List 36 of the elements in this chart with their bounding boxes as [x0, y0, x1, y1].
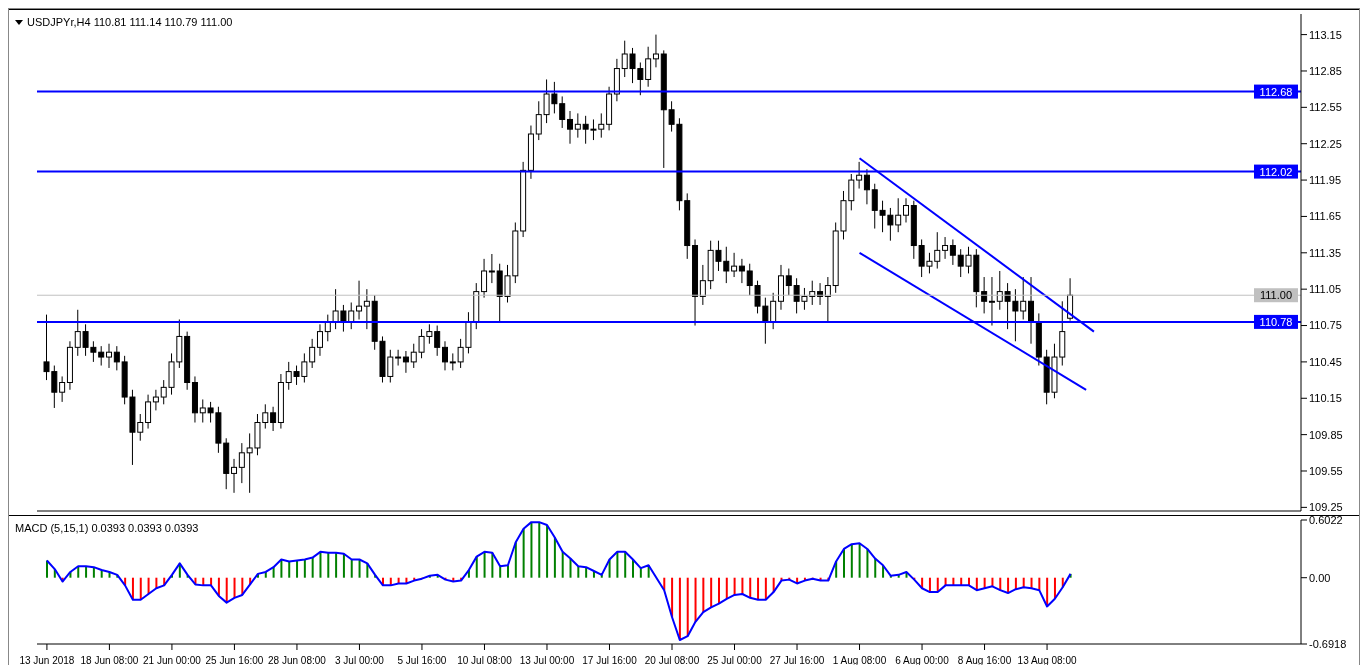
y-tick-label: 110.15: [1309, 392, 1342, 405]
ref-line-label: 112.02: [1259, 165, 1293, 178]
y-tick-label: 111.65: [1309, 210, 1342, 223]
x-tick-label: 20 Jul 08:00: [644, 655, 700, 665]
chart-title: USDJPYr,H4 110.81 111.14 110.79 111.00: [27, 16, 233, 28]
y-tick-label: 113.15: [1309, 28, 1342, 41]
x-tick-label: 25 Jul 00:00: [707, 655, 763, 665]
y-tick-label: 112.85: [1309, 64, 1342, 77]
chart-title: MACD (5,15,1) 0.0393 0.0393 0.0393: [15, 522, 199, 534]
x-tick-label: 5 Jul 16:00: [397, 655, 447, 665]
x-tick-label: 3 Jul 00:00: [334, 655, 385, 665]
ref-line-label: 111.00: [1259, 289, 1293, 302]
x-tick-label: 13 Jul 00:00: [519, 655, 575, 665]
y-tick-label: 112.25: [1309, 137, 1342, 150]
y-tick-label: 110.45: [1309, 355, 1342, 368]
x-tick-label: 28 Jun 08:00: [268, 655, 327, 665]
y-tick-label: 110.75: [1309, 319, 1342, 332]
y-tick-label: 111.95: [1309, 173, 1342, 186]
y-tick-label: 109.85: [1309, 428, 1343, 441]
x-tick-label: 17 Jul 16:00: [582, 655, 638, 665]
y-tick-label: 111.05: [1309, 283, 1342, 296]
y-tick-label: -0.6918: [1309, 637, 1347, 650]
y-tick-label: 109.25: [1309, 501, 1343, 514]
x-tick-label: 21 Jun 00:00: [143, 655, 202, 665]
y-tick-label: 109.55: [1309, 464, 1343, 477]
ref-line-label: 110.78: [1259, 315, 1293, 328]
y-tick-label: 0.6022: [1309, 513, 1343, 526]
y-tick-label: 0.00: [1309, 571, 1331, 584]
x-tick-label: 27 Jul 16:00: [769, 655, 825, 665]
y-tick-label: 112.55: [1309, 101, 1342, 114]
x-tick-label: 25 Jun 16:00: [205, 655, 264, 665]
ref-line-label: 112.68: [1259, 85, 1293, 98]
x-tick-label: 10 Jul 08:00: [457, 655, 513, 665]
y-tick-label: 111.35: [1309, 246, 1342, 259]
x-tick-label: 18 Jun 08:00: [80, 655, 139, 665]
x-tick-label: 13 Jun 2018: [19, 655, 75, 665]
